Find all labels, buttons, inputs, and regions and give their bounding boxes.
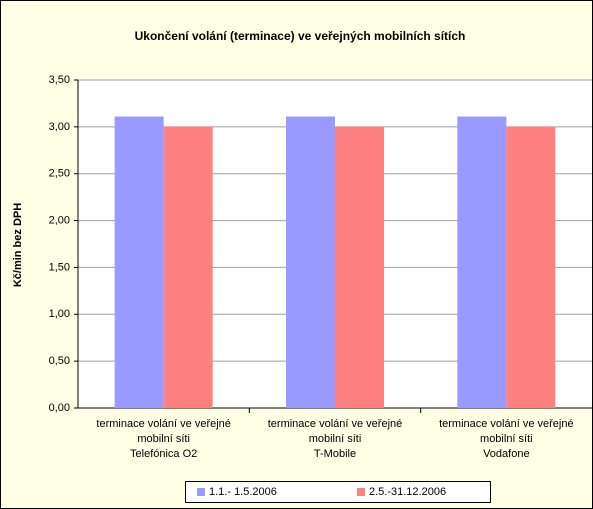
x-tick-label: terminace volání ve veřejné mobilní síti… (96, 418, 231, 460)
y-tick-label: 1,00 (49, 308, 70, 320)
bar (114, 116, 164, 408)
y-tick-label: 2,00 (49, 214, 70, 226)
y-axis-label: Kč/min bez DPH (12, 203, 24, 287)
legend-label: 1.1.- 1.5.2006 (209, 486, 277, 498)
y-tick-label: 2,50 (49, 168, 70, 180)
bar (163, 126, 213, 408)
chart-title: Ukončení volání (terminace) ve veřejných… (135, 29, 466, 43)
y-tick-label: 1,50 (49, 261, 70, 273)
legend-label: 2.5.-31.12.2006 (369, 486, 446, 498)
y-tick-label: 0,50 (49, 355, 70, 367)
legend-swatch (357, 488, 365, 496)
bar (457, 116, 507, 408)
y-tick-label: 3,00 (49, 121, 70, 133)
legend-swatch (197, 488, 205, 496)
y-tick-label: 3,50 (49, 74, 70, 86)
y-tick-label: 0,00 (49, 402, 70, 414)
bar (506, 126, 556, 408)
x-tick-label: terminace volání ve veřejné mobilní síti… (439, 418, 574, 460)
bar (335, 126, 384, 408)
x-tick-label: terminace volání ve veřejné mobilní síti… (267, 418, 403, 460)
bar (286, 116, 335, 408)
legend-box (185, 481, 491, 503)
